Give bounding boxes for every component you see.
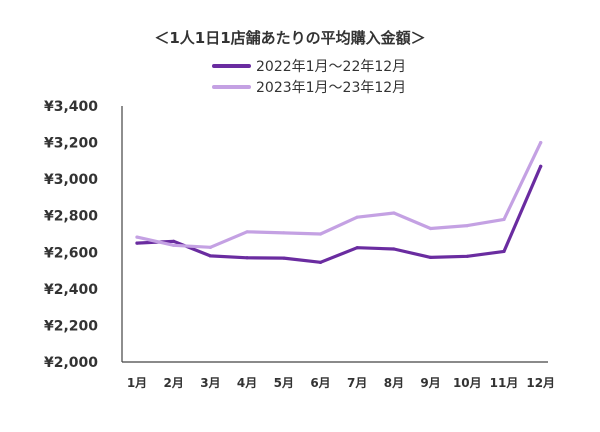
x-tick-label: 11月: [490, 376, 519, 390]
x-tick-label: 8月: [384, 376, 404, 390]
x-tick-label: 10月: [453, 376, 482, 390]
data-point: [465, 223, 469, 228]
chart-title: ＜1人1日1店舗あたりの平均購入金額＞: [154, 29, 425, 47]
x-tick-label: 6月: [310, 376, 330, 390]
data-point: [208, 254, 212, 258]
y-tick-label: ¥2,400: [44, 282, 98, 298]
data-point: [135, 241, 139, 245]
data-point: [539, 140, 543, 145]
data-point: [429, 255, 433, 260]
data-point: [282, 256, 286, 260]
x-tick-label: 3月: [200, 376, 220, 390]
y-tick-label: ¥2,200: [44, 318, 98, 334]
data-point: [172, 239, 176, 243]
x-axis-ticks: 1月 2月 3月 4月 5月 6月 7月 8月 9月 10月 11月 12月: [127, 376, 555, 390]
data-point: [392, 211, 396, 215]
y-tick-label: ¥3,400: [44, 99, 98, 115]
y-tick-label: ¥3,000: [44, 172, 98, 188]
data-point: [355, 215, 359, 219]
y-tick-label: ¥2,800: [44, 209, 98, 225]
x-tick-label: 2月: [164, 376, 184, 390]
series-lines: [135, 140, 543, 264]
data-point: [392, 247, 396, 251]
y-tick-label: ¥2,000: [44, 355, 98, 371]
y-tick-label: ¥3,200: [44, 136, 98, 152]
data-point: [282, 231, 286, 235]
data-point: [502, 249, 506, 253]
data-point: [208, 245, 212, 249]
series-line-1: [135, 164, 543, 264]
data-point: [355, 246, 359, 250]
x-tick-label: 4月: [237, 376, 257, 390]
data-point: [172, 243, 176, 247]
x-tick-label: 5月: [274, 376, 294, 390]
x-tick-label: 9月: [420, 376, 440, 390]
legend: 2022年1月〜22年12月 2023年1月〜23年12月: [212, 59, 406, 96]
data-point: [318, 260, 323, 264]
data-point: [135, 235, 139, 239]
data-point: [502, 217, 506, 221]
data-point: [245, 256, 249, 260]
data-point: [539, 164, 543, 168]
x-tick-label: 1月: [127, 376, 147, 390]
x-tick-label: 7月: [347, 376, 367, 390]
y-axis-ticks: ¥2,000 ¥2,200 ¥2,400 ¥2,600 ¥2,800 ¥3,000 ¥3,2…: [44, 99, 98, 371]
data-point: [465, 254, 469, 258]
x-tick-label: 12月: [526, 376, 555, 390]
legend-label: 2023年1月〜23年12月: [256, 80, 406, 96]
series-line-2: [135, 141, 543, 249]
data-point: [429, 226, 433, 231]
legend-label: 2022年1月〜22年12月: [256, 59, 406, 75]
y-tick-label: ¥2,600: [44, 245, 98, 261]
data-point: [245, 230, 249, 234]
data-point: [318, 232, 323, 236]
